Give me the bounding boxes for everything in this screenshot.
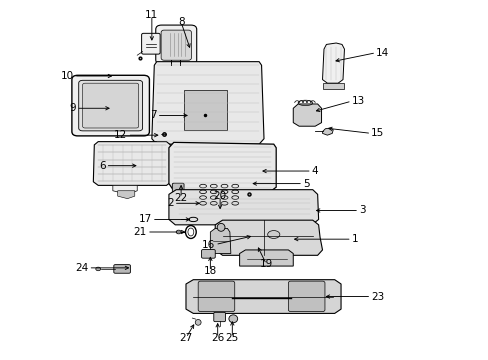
Text: 14: 14 [375, 48, 388, 58]
Polygon shape [322, 83, 344, 89]
Polygon shape [215, 220, 322, 255]
Text: 9: 9 [69, 103, 76, 113]
Ellipse shape [267, 230, 279, 238]
Polygon shape [210, 228, 230, 253]
Text: 6: 6 [99, 161, 105, 171]
Polygon shape [322, 128, 332, 135]
Polygon shape [168, 142, 276, 191]
Polygon shape [152, 62, 264, 144]
Text: 21: 21 [133, 227, 147, 237]
Text: 24: 24 [75, 263, 88, 273]
FancyBboxPatch shape [288, 281, 325, 312]
Text: 22: 22 [174, 193, 187, 203]
Ellipse shape [96, 267, 101, 271]
Text: 8: 8 [178, 17, 184, 27]
Polygon shape [93, 141, 171, 185]
Text: 4: 4 [311, 166, 318, 176]
Text: 10: 10 [61, 71, 74, 81]
Text: 17: 17 [138, 215, 152, 224]
Text: 7: 7 [150, 111, 157, 121]
FancyBboxPatch shape [198, 281, 234, 312]
Polygon shape [322, 43, 344, 83]
FancyBboxPatch shape [114, 265, 130, 273]
Text: 23: 23 [370, 292, 384, 302]
Text: 27: 27 [179, 333, 192, 343]
Text: 20: 20 [213, 191, 226, 201]
Text: 5: 5 [303, 179, 309, 189]
Text: 16: 16 [202, 239, 215, 249]
FancyBboxPatch shape [161, 30, 191, 60]
Text: 11: 11 [145, 10, 158, 20]
Polygon shape [185, 280, 340, 314]
FancyBboxPatch shape [213, 312, 225, 321]
Ellipse shape [217, 224, 224, 231]
Text: 1: 1 [351, 234, 358, 244]
Text: 12: 12 [114, 130, 127, 140]
Text: 13: 13 [351, 96, 364, 106]
Polygon shape [113, 185, 137, 194]
Polygon shape [168, 190, 318, 225]
FancyBboxPatch shape [79, 80, 142, 131]
Text: 18: 18 [203, 266, 217, 276]
FancyBboxPatch shape [156, 25, 196, 64]
Text: 25: 25 [225, 333, 239, 343]
FancyBboxPatch shape [201, 249, 215, 258]
FancyBboxPatch shape [142, 33, 160, 54]
Text: 15: 15 [370, 129, 384, 138]
Text: 19: 19 [259, 259, 272, 269]
Text: 2: 2 [167, 198, 173, 208]
Text: 26: 26 [211, 333, 224, 343]
FancyBboxPatch shape [82, 83, 139, 128]
Text: 3: 3 [358, 206, 365, 216]
Ellipse shape [195, 319, 201, 325]
FancyBboxPatch shape [72, 75, 149, 136]
Polygon shape [239, 250, 293, 266]
Polygon shape [293, 104, 321, 126]
Polygon shape [118, 191, 135, 199]
Ellipse shape [228, 315, 237, 323]
FancyBboxPatch shape [172, 183, 183, 195]
Polygon shape [183, 90, 227, 130]
